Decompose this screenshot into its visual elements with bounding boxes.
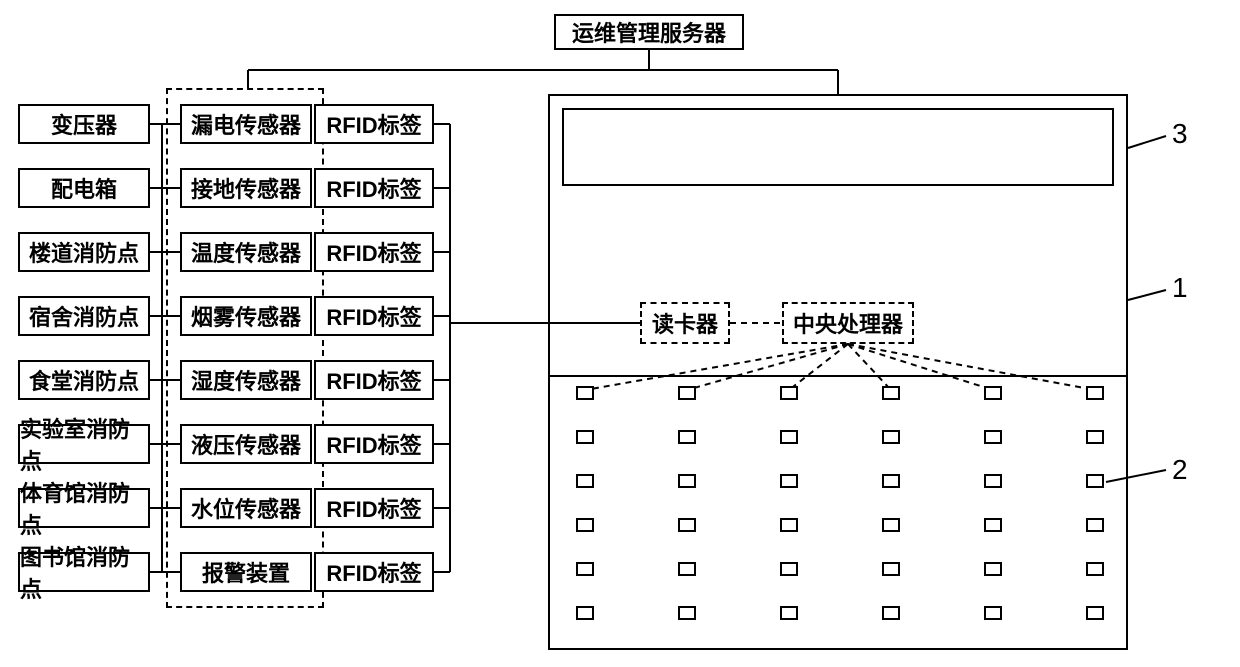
sensor-box: 湿度传感器 xyxy=(180,360,312,400)
sensor-group-box xyxy=(166,88,324,608)
rfid-label: RFID标签 xyxy=(326,172,421,204)
display-area-box xyxy=(562,108,1114,186)
indicator-square xyxy=(780,474,798,488)
indicator-square xyxy=(882,518,900,532)
facility-box: 楼道消防点 xyxy=(18,232,150,272)
facility-box: 食堂消防点 xyxy=(18,360,150,400)
indicator-square xyxy=(780,562,798,576)
rfid-tag-box: RFID标签 xyxy=(314,168,434,208)
cpu-label: 中央处理器 xyxy=(793,307,903,339)
indicator-square xyxy=(678,518,696,532)
rfid-label: RFID标签 xyxy=(326,236,421,268)
sensor-label: 接地传感器 xyxy=(191,172,301,204)
sensor-box: 烟雾传感器 xyxy=(180,296,312,336)
facility-label: 变压器 xyxy=(51,108,117,140)
indicator-square xyxy=(1086,474,1104,488)
facility-label: 图书馆消防点 xyxy=(20,540,148,604)
sensor-box: 报警装置 xyxy=(180,552,312,592)
indicator-square xyxy=(1086,386,1104,400)
indicator-square xyxy=(984,474,1002,488)
indicator-square xyxy=(984,518,1002,532)
rfid-label: RFID标签 xyxy=(326,492,421,524)
indicator-square xyxy=(1086,606,1104,620)
facility-label: 楼道消防点 xyxy=(29,236,139,268)
indicator-square xyxy=(984,562,1002,576)
indicator-square xyxy=(780,606,798,620)
facility-label: 体育馆消防点 xyxy=(20,476,148,540)
sensor-box: 接地传感器 xyxy=(180,168,312,208)
sensor-box: 温度传感器 xyxy=(180,232,312,272)
sensor-label: 报警装置 xyxy=(202,556,290,588)
indicator-square xyxy=(882,562,900,576)
indicator-square xyxy=(678,606,696,620)
indicator-square xyxy=(576,386,594,400)
reader-label: 读卡器 xyxy=(652,307,718,339)
facility-label: 食堂消防点 xyxy=(29,364,139,396)
indicator-square xyxy=(984,430,1002,444)
rfid-tag-box: RFID标签 xyxy=(314,104,434,144)
indicator-square xyxy=(780,518,798,532)
indicator-square xyxy=(984,606,1002,620)
rfid-tag-box: RFID标签 xyxy=(314,424,434,464)
rfid-label: RFID标签 xyxy=(326,556,421,588)
reader-box: 读卡器 xyxy=(640,302,730,344)
indicator-square xyxy=(678,562,696,576)
indicator-square xyxy=(882,606,900,620)
indicator-square xyxy=(984,386,1002,400)
facility-box: 实验室消防点 xyxy=(18,424,150,464)
rfid-tag-box: RFID标签 xyxy=(314,360,434,400)
sensor-label: 烟雾传感器 xyxy=(191,300,301,332)
facility-box: 配电箱 xyxy=(18,168,150,208)
indicator-square xyxy=(1086,562,1104,576)
facility-box: 体育馆消防点 xyxy=(18,488,150,528)
facility-label: 宿舍消防点 xyxy=(29,300,139,332)
facility-box: 变压器 xyxy=(18,104,150,144)
callout-2: 2 xyxy=(1172,454,1188,486)
server-label: 运维管理服务器 xyxy=(572,16,726,48)
indicator-square xyxy=(576,518,594,532)
callout-1: 1 xyxy=(1172,272,1188,304)
rfid-label: RFID标签 xyxy=(326,108,421,140)
rfid-label: RFID标签 xyxy=(326,364,421,396)
indicator-square xyxy=(576,430,594,444)
indicator-square xyxy=(780,430,798,444)
indicator-square xyxy=(882,386,900,400)
facility-box: 宿舍消防点 xyxy=(18,296,150,336)
indicator-square xyxy=(780,386,798,400)
sensor-label: 水位传感器 xyxy=(191,492,301,524)
indicator-square xyxy=(882,430,900,444)
indicator-square xyxy=(576,474,594,488)
facility-box: 图书馆消防点 xyxy=(18,552,150,592)
indicator-square xyxy=(1086,518,1104,532)
indicator-square xyxy=(678,430,696,444)
rfid-tag-box: RFID标签 xyxy=(314,232,434,272)
cpu-box: 中央处理器 xyxy=(782,302,914,344)
sensor-label: 液压传感器 xyxy=(191,428,301,460)
indicator-square xyxy=(1086,430,1104,444)
sensor-box: 漏电传感器 xyxy=(180,104,312,144)
rfid-label: RFID标签 xyxy=(326,428,421,460)
callout-3: 3 xyxy=(1172,118,1188,150)
rfid-tag-box: RFID标签 xyxy=(314,488,434,528)
sensor-box: 水位传感器 xyxy=(180,488,312,528)
rfid-label: RFID标签 xyxy=(326,300,421,332)
indicator-square xyxy=(678,386,696,400)
indicator-square xyxy=(678,474,696,488)
sensor-label: 湿度传感器 xyxy=(191,364,301,396)
sensor-label: 温度传感器 xyxy=(191,236,301,268)
server-box: 运维管理服务器 xyxy=(554,14,744,50)
facility-label: 配电箱 xyxy=(51,172,117,204)
rfid-tag-box: RFID标签 xyxy=(314,552,434,592)
indicator-square xyxy=(576,606,594,620)
sensor-label: 漏电传感器 xyxy=(191,108,301,140)
rfid-tag-box: RFID标签 xyxy=(314,296,434,336)
indicator-square xyxy=(576,562,594,576)
sensor-box: 液压传感器 xyxy=(180,424,312,464)
facility-label: 实验室消防点 xyxy=(20,412,148,476)
indicator-square xyxy=(882,474,900,488)
